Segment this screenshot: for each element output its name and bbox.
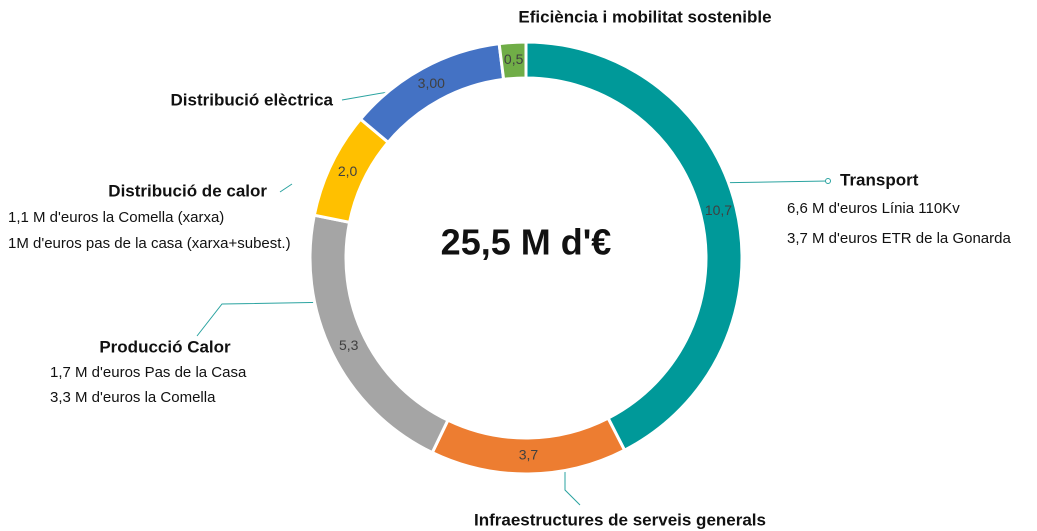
donut-segment: [524, 40, 744, 453]
detail-label: 6,6 M d'euros Línia 110Kv: [787, 200, 960, 217]
detail-label: 1,7 M d'euros Pas de la Casa: [50, 364, 247, 381]
leader-line: [341, 91, 389, 101]
detail-label: 1,1 M d'euros la Comella (xarxa): [8, 209, 224, 226]
detail-label: 3,3 M d'euros la Comella: [50, 389, 216, 406]
category-label: Producció Calor: [99, 337, 231, 356]
leader-line: [196, 301, 341, 337]
value-label: 3,00: [418, 75, 445, 91]
leader-line: [279, 183, 293, 193]
category-label: Distribució elèctrica: [170, 90, 333, 109]
category-label: Eficiència i mobilitat sostenible: [518, 7, 771, 26]
value-label: 2,0: [338, 163, 358, 179]
value-label: 10,7: [705, 202, 732, 218]
value-label: 3,7: [519, 447, 539, 463]
leader-dot: [825, 178, 831, 184]
detail-label: 3,7 M d'euros ETR de la Gonarda: [787, 230, 1011, 247]
center-label: 25,5 M d'€: [441, 222, 612, 263]
donut-segment: [497, 40, 528, 82]
detail-label: 1M d'euros pas de la casa (xarxa+subest.…: [8, 235, 291, 252]
donut-segment: [308, 213, 450, 455]
category-label: Transport: [840, 170, 919, 189]
category-label: Distribució de calor: [108, 181, 267, 200]
value-label: 5,3: [339, 337, 359, 353]
value-label: 0,5: [504, 51, 524, 67]
category-label: Infraestructures de serveis generals: [474, 510, 766, 529]
